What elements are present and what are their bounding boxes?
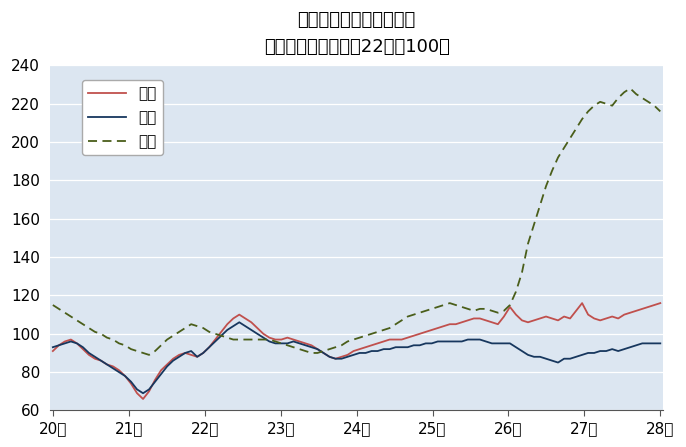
出荷 <box>584 350 592 356</box>
生産 <box>578 300 587 306</box>
出荷 <box>657 341 665 346</box>
生産 <box>187 352 196 358</box>
生産 <box>49 348 57 354</box>
生産 <box>482 318 490 323</box>
Line: 在庫: 在庫 <box>53 89 661 355</box>
Title: 鳥取県鉱工業指数の推移
（季節調整済、平成22年＝100）: 鳥取県鉱工業指数の推移 （季節調整済、平成22年＝100） <box>263 11 449 55</box>
出荷 <box>139 391 147 396</box>
生産 <box>331 356 340 361</box>
在庫 <box>169 333 177 338</box>
出荷 <box>187 348 196 354</box>
Line: 生産: 生産 <box>53 303 661 399</box>
在庫 <box>657 109 665 114</box>
在庫 <box>626 86 635 91</box>
Line: 出荷: 出荷 <box>53 322 661 393</box>
生産 <box>530 318 538 323</box>
在庫 <box>145 352 153 358</box>
生産 <box>139 396 147 402</box>
出荷 <box>49 345 57 350</box>
在庫 <box>49 302 57 308</box>
在庫 <box>578 116 587 122</box>
出荷 <box>338 356 346 361</box>
生産 <box>584 312 592 317</box>
Legend: 生産, 出荷, 在庫: 生産, 出荷, 在庫 <box>82 80 163 156</box>
在庫 <box>187 321 196 327</box>
出荷 <box>536 354 544 359</box>
生産 <box>657 300 665 306</box>
出荷 <box>235 320 244 325</box>
在庫 <box>482 306 490 312</box>
出荷 <box>488 341 496 346</box>
生産 <box>169 356 177 361</box>
在庫 <box>331 345 340 350</box>
出荷 <box>169 358 177 363</box>
在庫 <box>530 222 538 227</box>
